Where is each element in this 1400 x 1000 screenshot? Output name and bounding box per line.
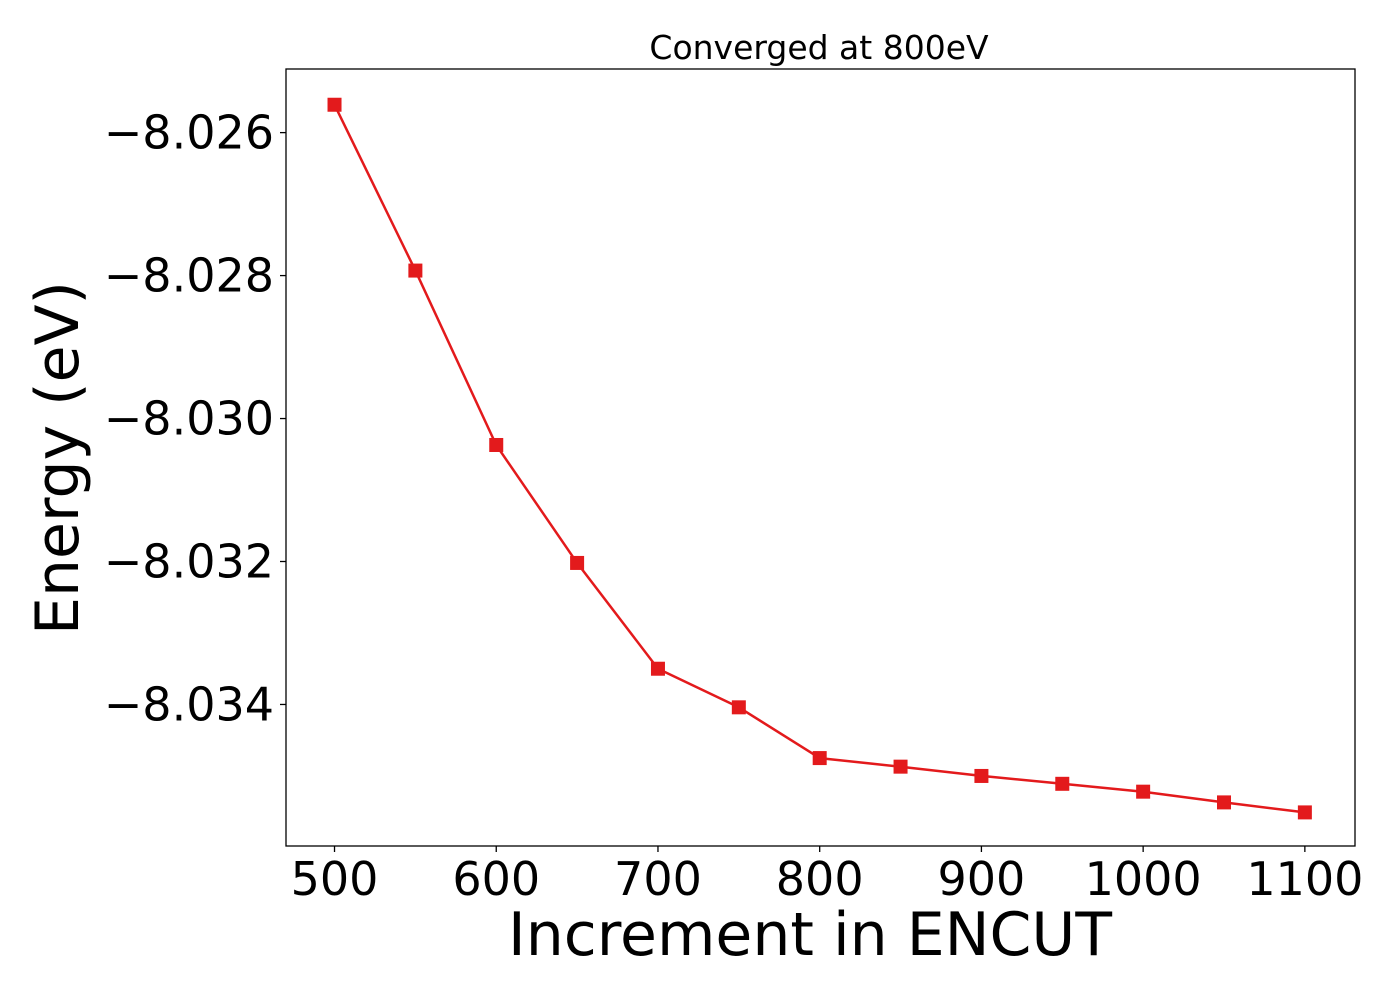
x-axis-ticks: 500 600 700 800 900 1000 1100 <box>291 846 1363 906</box>
data-point-marker <box>408 263 423 278</box>
chart-title: Converged at 800eV <box>649 28 989 67</box>
y-axis-ticks: −8.026 −8.028 −8.030 −8.032 −8.034 <box>104 106 286 731</box>
x-tick-label: 900 <box>938 852 1026 906</box>
x-tick-label: 1100 <box>1246 852 1363 906</box>
data-point-marker <box>327 97 342 112</box>
y-tick-label: −8.026 <box>104 106 274 160</box>
plot-area-frame <box>285 68 1356 847</box>
y-tick-label: −8.034 <box>104 677 274 731</box>
series-layer <box>327 97 1312 820</box>
data-point-marker <box>731 700 746 715</box>
y-axis-label: Energy (eV) <box>23 281 93 635</box>
data-point-marker <box>650 661 665 676</box>
y-tick-label: −8.028 <box>104 249 274 303</box>
x-tick-label: 1000 <box>1085 852 1202 906</box>
data-point-marker <box>570 555 585 570</box>
y-tick-label: −8.030 <box>104 392 274 446</box>
data-point-marker <box>1297 805 1312 820</box>
data-point-marker <box>1217 795 1232 810</box>
x-tick-label: 800 <box>776 852 864 906</box>
x-tick-label: 700 <box>614 852 702 906</box>
data-point-marker <box>1136 784 1151 799</box>
x-axis-label: Increment in ENCUT <box>508 900 1112 970</box>
y-tick-label: −8.032 <box>104 535 274 589</box>
data-point-marker <box>974 768 989 783</box>
x-tick-label: 500 <box>291 852 379 906</box>
x-tick-label: 600 <box>452 852 540 906</box>
data-point-marker <box>812 751 827 766</box>
data-point-marker <box>893 759 908 774</box>
data-point-marker <box>1055 776 1070 791</box>
data-point-marker <box>489 437 504 452</box>
